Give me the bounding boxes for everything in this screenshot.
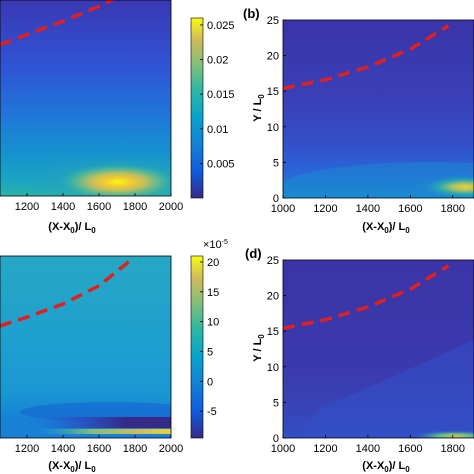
panel-d-dashed-curve [283, 264, 450, 331]
colorbar-tick-label: 0.025 [207, 20, 235, 32]
panel-d-hotspot [410, 430, 474, 438]
x-tick-label: 2000 [159, 443, 183, 455]
x-tick-label: 1800 [123, 443, 147, 455]
panel-b-frame [282, 19, 474, 199]
panel-a-colorbar-ticks: 0.025 0.02 0.015 0.01 0.005 [200, 20, 235, 170]
panel-a-hotspot [60, 164, 171, 196]
x-tick-label: 1400 [51, 201, 75, 213]
panel-b-label: (b) [243, 6, 260, 21]
x-tick-label: 1600 [398, 203, 422, 215]
y-tick-label: 15 [267, 326, 279, 338]
panel-c-edge [40, 429, 171, 434]
y-tick-label: 10 [267, 122, 279, 134]
x-tick-label: 1400 [51, 443, 75, 455]
y-tick-label: 25 [267, 255, 279, 267]
y-tick-label: 25 [267, 15, 279, 27]
panel-d-frame [282, 259, 474, 439]
x-tick-label: 1800 [441, 443, 465, 455]
panel-d-ylabel: Y / L0 [252, 334, 266, 362]
panel-d-y-ticks: 0 5 10 15 20 25 [267, 255, 286, 445]
x-tick-label: 1600 [87, 443, 111, 455]
x-tick-label: 1200 [15, 443, 39, 455]
panel-c-colorbar-ticks: 20 15 10 5 0 -5 [200, 257, 219, 418]
panel-a-xlabel: (X-X0)/ L0 [48, 221, 96, 235]
y-tick-label: 20 [267, 51, 279, 63]
panel-b-dashed-curve [283, 24, 450, 91]
panel-a-colorbar [190, 17, 204, 199]
panel-c-frame [0, 255, 172, 439]
panel-c-colorbar [190, 255, 204, 439]
x-tick-label: 1200 [15, 201, 39, 213]
colorbar-tick-label: 0.005 [207, 158, 235, 170]
panel-c-x-ticks: 1200 1400 1600 1800 2000 [15, 435, 183, 455]
x-tick-label: 1800 [441, 203, 465, 215]
colorbar-tick-label: 0 [207, 376, 213, 388]
y-tick-label: 0 [273, 193, 279, 205]
panel-c-dashed-curve [0, 258, 133, 328]
x-tick-label: 1600 [398, 443, 422, 455]
y-tick-label: 5 [273, 397, 279, 409]
y-tick-label: 5 [273, 157, 279, 169]
panel-c: 1200 1400 1600 1800 2000 (X-X0)/ L0 20 15 10 5 0… [0, 239, 228, 474]
panel-d-wedge [300, 340, 474, 438]
panel-a: 1200 1400 1600 1800 2000 (X-X0)/ L0 0.0250.0… [0, 0, 235, 235]
x-tick-label: 1200 [313, 203, 337, 215]
colorbar-tick-label: 0.02 [207, 55, 228, 67]
panel-a-x-ticks: 1200 1400 1600 1800 2000 [15, 193, 183, 213]
panel-b: (b) 1000 1200 1400 1600 1800 0 5 10 15 20 25 (X-X… [243, 6, 474, 235]
panel-c-band [20, 417, 171, 428]
panel-b-x-ticks: 1000 1200 1400 1600 1800 [271, 195, 465, 215]
colorbar-tick-label: 15 [207, 287, 219, 299]
panel-b-hotspot [420, 175, 474, 198]
colorbar-tick-label: 0.015 [207, 89, 235, 101]
panel-d-x-ticks: 1000 1200 1400 1600 1800 [271, 435, 465, 455]
colorbar-tick-label: 20 [207, 257, 219, 269]
panel-a-frame [0, 0, 172, 197]
x-tick-label: 1400 [356, 203, 380, 215]
y-tick-label: 10 [267, 362, 279, 374]
x-tick-label: 1400 [356, 443, 380, 455]
y-tick-label: 20 [267, 291, 279, 303]
colorbar-tick-label: -5 [207, 406, 217, 418]
panel-b-y-ticks: 0 5 10 15 20 25 [267, 15, 286, 205]
panel-b-field [283, 20, 474, 198]
y-tick-label: 15 [267, 86, 279, 98]
panel-b-ylabel: Y / L0 [252, 94, 266, 122]
y-tick-label: 0 [273, 433, 279, 445]
colorbar-tick-label: 5 [207, 346, 213, 358]
panel-d-label: (d) [245, 246, 262, 261]
x-tick-label: 2000 [159, 201, 183, 213]
colorbar-tick-label: 10 [207, 317, 219, 329]
x-tick-label: 1000 [271, 203, 295, 215]
panel-c-colorbar-multiplier: ×10-5 [203, 239, 228, 251]
x-tick-label: 1600 [87, 201, 111, 213]
panel-b-xlabel: (X-X0)/ L0 [362, 221, 410, 235]
panel-c-xlabel: (X-X0)/ L0 [48, 460, 96, 474]
panel-c-shadow [20, 402, 171, 422]
colorbar-tick-label: 0.01 [207, 124, 228, 136]
x-tick-label: 1200 [313, 443, 337, 455]
panel-d: (d) 1000 1200 1400 1600 1800 0 5 10 15 20 25 (X-X… [245, 246, 474, 474]
x-tick-label: 1800 [123, 201, 147, 213]
panel-d-xlabel: (X-X0)/ L0 [362, 460, 410, 474]
x-tick-label: 1000 [271, 443, 295, 455]
